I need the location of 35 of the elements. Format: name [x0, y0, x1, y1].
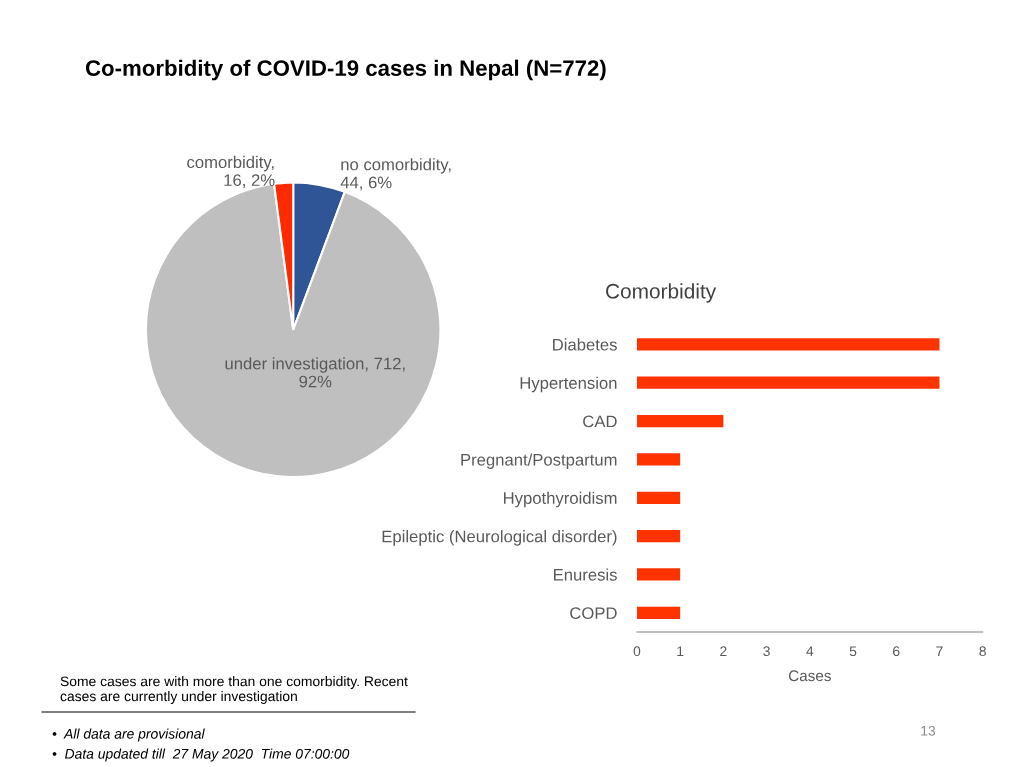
x-axis-title: Cases	[788, 670, 831, 682]
bar	[636, 453, 681, 466]
text: • All data are provisional	[52, 728, 205, 742]
text: Some cases are with more than one comorbidity. Recent cases are currently under investigation	[60, 676, 408, 704]
x-tick-label: 8	[979, 646, 986, 657]
bar	[636, 376, 940, 389]
y-tick-label: COPD	[570, 607, 617, 620]
bar	[636, 606, 681, 619]
bar	[636, 568, 681, 581]
bar	[636, 338, 940, 351]
text: 13	[921, 725, 936, 736]
y-tick-label: Diabetes	[553, 338, 617, 351]
bar	[636, 491, 681, 504]
bar	[636, 530, 681, 543]
y-tick-label: Hypertension	[520, 376, 617, 393]
x-tick-label: 1	[677, 646, 684, 656]
x-tick-label: 3	[763, 646, 770, 657]
y-tick-label: Enuresis	[554, 568, 617, 581]
x-tick-label: 2	[720, 646, 727, 656]
slice-label: under investigation, 712, 92%	[225, 357, 405, 388]
y-tick-label: CAD	[583, 415, 617, 428]
chart-title: Co-morbidity of COVID-19 cases in Nepal (N=772)	[85, 59, 606, 81]
text: • Data updated till 27 May 2020 Time 07:00:00	[52, 748, 350, 762]
x-tick-label: 5	[849, 646, 857, 657]
slice-label: no comorbidity, 44, 6%	[340, 158, 451, 191]
y-tick-label: Hypothyroidism	[504, 491, 617, 508]
x-tick-label: 0	[633, 646, 641, 657]
x-tick-label: 4	[806, 646, 814, 656]
slice-label: comorbidity, 16, 2%	[187, 155, 275, 189]
x-tick-label: 7	[936, 646, 943, 656]
y-tick-label: Pregnant/Postpartum	[461, 453, 617, 469]
bar	[636, 414, 724, 428]
x-tick-label: 6	[893, 646, 900, 657]
y-tick-label: Epileptic (Neurological disorder)	[382, 530, 617, 546]
chart-title: Comorbidity	[606, 283, 717, 303]
